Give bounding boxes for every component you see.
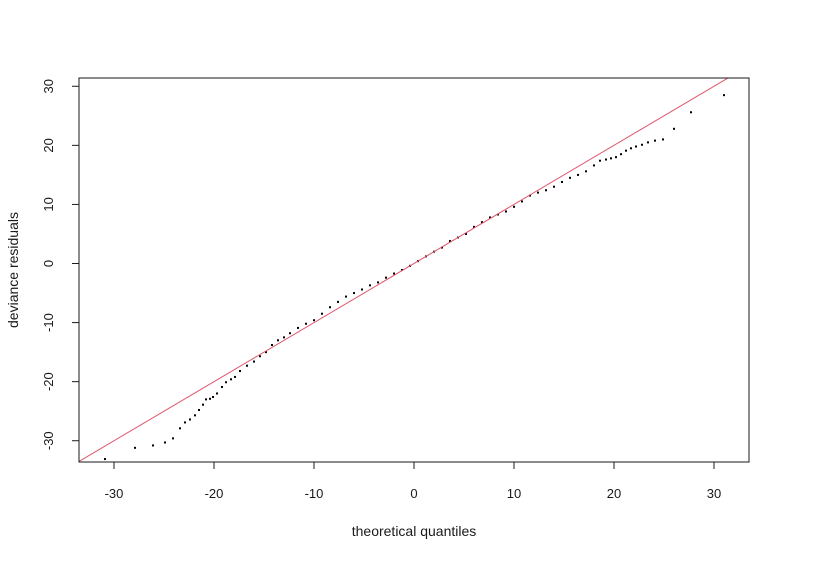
data-point [321, 312, 323, 315]
data-point [401, 269, 403, 271]
data-point [620, 153, 622, 156]
data-point [277, 339, 279, 342]
data-point [537, 191, 539, 194]
data-point [104, 458, 106, 461]
data-point [662, 138, 664, 141]
data-point [259, 355, 261, 358]
y-tick-label: 30 [41, 79, 56, 93]
data-point [271, 344, 273, 347]
x-tick-label: -20 [205, 486, 224, 501]
data-point [635, 145, 637, 148]
data-point [481, 221, 483, 224]
data-point [553, 185, 555, 188]
reference-line [79, 78, 729, 462]
x-tick-label: 10 [507, 486, 521, 501]
x-tick-label: 20 [607, 486, 621, 501]
data-point [202, 403, 204, 406]
y-tick-label: 10 [41, 197, 56, 211]
data-point [630, 147, 632, 150]
x-axis-label: theoretical quantiles [352, 523, 477, 539]
data-point [265, 351, 267, 354]
data-point [647, 141, 649, 144]
data-point [505, 210, 507, 213]
y-axis-label: deviance residuals [5, 212, 21, 328]
data-point [723, 94, 725, 97]
data-point [489, 216, 491, 219]
data-point [615, 156, 617, 159]
data-point [289, 332, 291, 335]
data-point [179, 427, 181, 430]
data-point [641, 143, 643, 146]
data-point [134, 446, 136, 449]
data-point [545, 189, 547, 192]
y-tick-label: 0 [41, 260, 56, 267]
y-tick-label: -20 [41, 372, 56, 391]
data-point [473, 225, 475, 228]
data-point [297, 326, 299, 329]
data-point [253, 360, 255, 363]
data-point [205, 398, 207, 401]
data-point [569, 176, 571, 179]
data-point [521, 200, 523, 203]
y-axis: -30 -20 -10 0 10 20 30 [41, 79, 79, 450]
data-point [194, 414, 196, 417]
plot-frame [78, 77, 750, 463]
data-point [361, 288, 363, 291]
x-tick-label: 0 [410, 486, 417, 501]
x-tick-label: -30 [105, 486, 124, 501]
x-tick-label: -10 [305, 486, 324, 501]
data-point [465, 232, 467, 235]
x-tick-label: 30 [707, 486, 721, 501]
data-point [345, 295, 347, 298]
data-point [610, 157, 612, 160]
points-layer [104, 94, 725, 461]
data-point [152, 444, 154, 447]
data-point [385, 276, 387, 279]
data-point [225, 381, 227, 384]
data-point [209, 397, 211, 400]
data-point [246, 364, 248, 367]
data-point [283, 336, 285, 339]
data-point [605, 158, 607, 161]
data-point [172, 437, 174, 440]
data-point [329, 306, 331, 309]
data-point [377, 281, 379, 284]
data-point [497, 213, 499, 216]
data-point [184, 421, 186, 424]
data-point [216, 392, 218, 395]
data-point [585, 170, 587, 173]
x-axis: -30 -20 -10 0 10 20 30 [105, 462, 721, 501]
data-point [230, 378, 232, 381]
data-point [654, 139, 656, 142]
data-point [393, 272, 395, 275]
data-point [313, 319, 315, 322]
data-point [239, 370, 241, 373]
data-point [625, 149, 627, 152]
data-point [673, 127, 675, 130]
data-point [234, 375, 236, 378]
data-point [441, 246, 443, 249]
data-point [561, 180, 563, 183]
data-point [690, 111, 692, 114]
data-point [212, 396, 214, 399]
y-tick-label: -30 [41, 431, 56, 450]
data-point [221, 385, 223, 388]
data-point [529, 194, 531, 197]
data-point [449, 240, 451, 243]
data-point [164, 441, 166, 444]
data-point [353, 292, 355, 295]
data-point [305, 322, 307, 325]
data-point [593, 164, 595, 167]
data-point [577, 173, 579, 176]
data-point [513, 205, 515, 208]
data-point [369, 284, 371, 287]
data-point [198, 409, 200, 412]
y-tick-label: -10 [41, 313, 56, 332]
data-point [599, 159, 601, 162]
y-tick-label: 20 [41, 138, 56, 152]
data-point [337, 300, 339, 303]
data-point [189, 418, 191, 421]
